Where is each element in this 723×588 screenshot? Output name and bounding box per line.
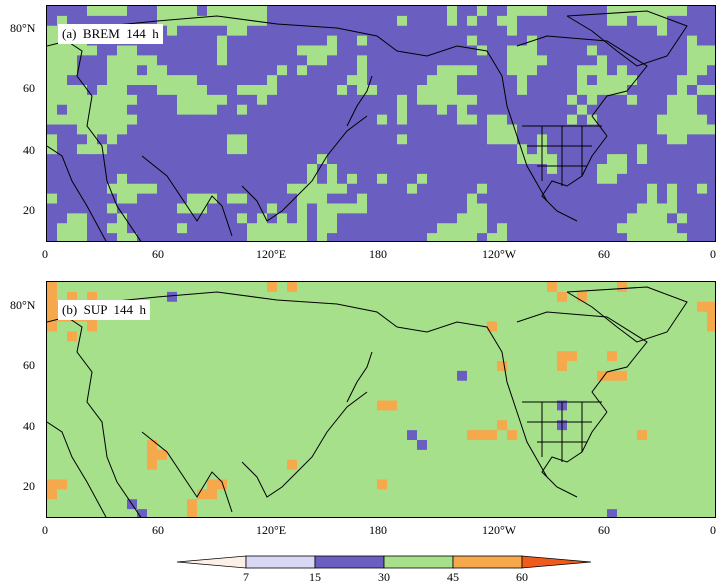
x-tick-0-left: 0 (42, 247, 48, 261)
coastline-path (541, 135, 608, 222)
colorbar: 7 15 30 45 60 (0, 552, 723, 588)
coastline-path (541, 411, 608, 498)
coastline-path (47, 40, 142, 241)
y-tick-40: 40 (23, 143, 35, 157)
coastline-path (516, 35, 648, 137)
coastline-path (241, 115, 368, 222)
panel-title-a: (a) BREM 144 h (58, 24, 163, 44)
coastline-path (141, 155, 233, 237)
coastline-path (106, 291, 398, 328)
colorbar-label-15: 15 (309, 570, 321, 584)
x-tick-60w: 60 (598, 523, 610, 537)
y-tick-20: 20 (23, 203, 35, 217)
colorbar-segment-lt7 (176, 555, 247, 569)
x-tick-0-left: 0 (42, 523, 48, 537)
y-tick-80n: 80°N (10, 21, 36, 35)
colorbar-label-30: 30 (378, 570, 390, 584)
coastline-path (47, 316, 142, 517)
colorbar-segment-gt60 (521, 555, 592, 569)
x-tick-120e: 120°E (256, 247, 287, 261)
coastline-path (346, 351, 373, 403)
y-tick-60: 60 (23, 81, 35, 95)
x-tick-120w: 120°W (482, 247, 517, 261)
panel-b: (b) SUP 144 h 80°N 60 40 20 0 60 120°E 1… (0, 276, 723, 546)
coastline-path (516, 311, 648, 413)
coastline-path (141, 431, 233, 513)
coastline-path (396, 45, 548, 202)
coastline-path (396, 321, 548, 478)
coastline-path (47, 145, 107, 241)
y-tick-80n: 80°N (10, 298, 36, 312)
colorbar-label-7: 7 (243, 570, 249, 584)
x-tick-0-right: 0 (710, 523, 716, 537)
panel-a: (a) BREM 144 h 80°N 60 40 20 0 60 120°E … (0, 0, 723, 270)
contour-map-b (47, 282, 715, 517)
coastline-path (47, 421, 107, 517)
colorbar-label-60: 60 (516, 570, 528, 584)
x-tick-60w: 60 (598, 247, 610, 261)
y-tick-20: 20 (23, 479, 35, 493)
y-tick-40: 40 (23, 419, 35, 433)
x-tick-180: 180 (369, 247, 387, 261)
contour-map-a (47, 6, 715, 241)
coastline-path (566, 10, 688, 67)
x-tick-0-right: 0 (710, 247, 716, 261)
colorbar-segment-4 (452, 555, 523, 569)
x-tick-180: 180 (369, 523, 387, 537)
panel-title-b: (b) SUP 144 h (58, 300, 151, 320)
colorbar-segment-1 (245, 555, 316, 569)
x-tick-120e: 120°E (256, 523, 287, 537)
coastline-path (241, 391, 368, 498)
coastline-path (346, 75, 373, 127)
colorbar-bar (176, 555, 592, 569)
map-frame-a (46, 5, 716, 242)
x-tick-60e: 60 (152, 247, 164, 261)
colorbar-segment-2 (314, 555, 385, 569)
x-tick-120w: 120°W (482, 523, 517, 537)
colorbar-label-45: 45 (447, 570, 459, 584)
map-frame-b (46, 281, 716, 518)
colorbar-segment-3 (383, 555, 454, 569)
coastline-path (566, 286, 688, 343)
y-tick-60: 60 (23, 358, 35, 372)
coastline-path (106, 15, 398, 52)
x-tick-60e: 60 (152, 523, 164, 537)
